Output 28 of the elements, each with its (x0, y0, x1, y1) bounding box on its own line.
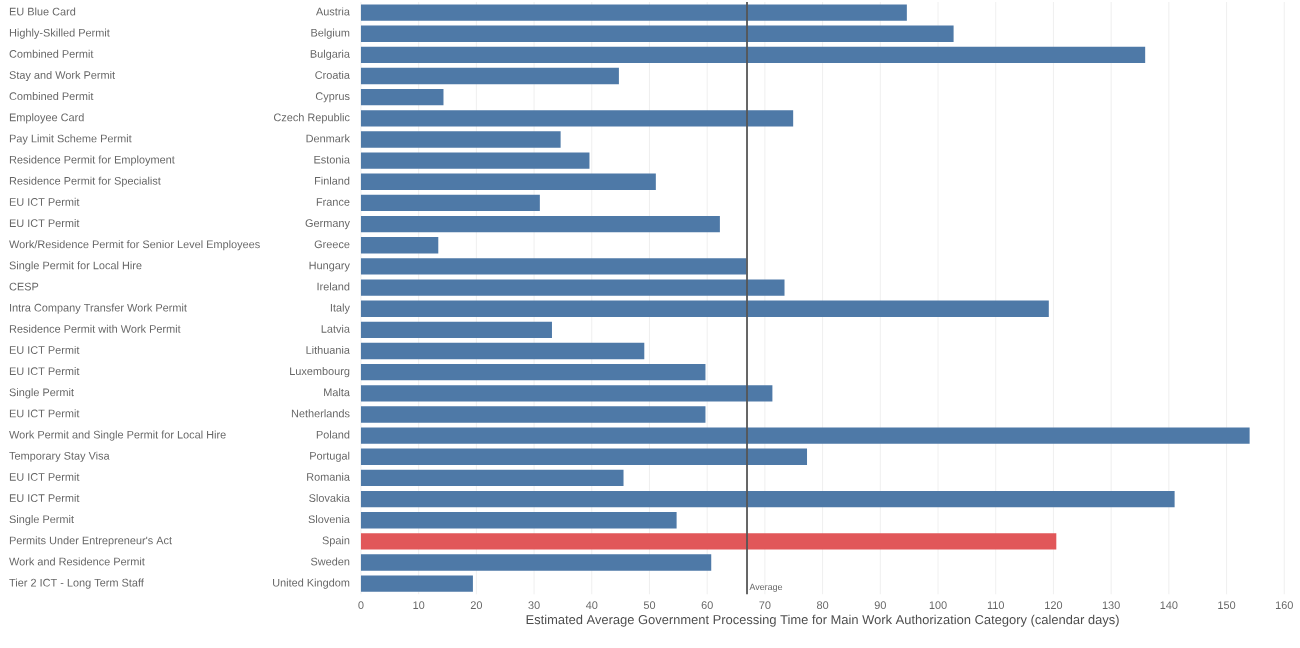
bar (360, 321, 552, 339)
bar (360, 4, 907, 21)
bar (360, 279, 785, 296)
bar (360, 512, 677, 529)
bar (360, 490, 1175, 508)
bar (360, 173, 656, 190)
bar (360, 67, 619, 85)
bar (360, 152, 590, 169)
bar (360, 363, 706, 381)
bar (360, 342, 645, 360)
bar (360, 46, 1146, 64)
bar (360, 300, 1049, 317)
bar (360, 406, 706, 423)
bar (360, 427, 1250, 444)
bar (360, 469, 624, 487)
bar (360, 258, 747, 275)
bar (360, 88, 444, 106)
bar (360, 194, 540, 212)
bar (360, 554, 712, 571)
bar (360, 25, 954, 42)
bar (360, 448, 808, 465)
bar (360, 110, 794, 127)
bar (360, 215, 720, 233)
bar (360, 131, 561, 148)
bar (360, 237, 439, 254)
bar (360, 533, 1057, 550)
bar (360, 385, 773, 402)
bar (360, 575, 473, 592)
